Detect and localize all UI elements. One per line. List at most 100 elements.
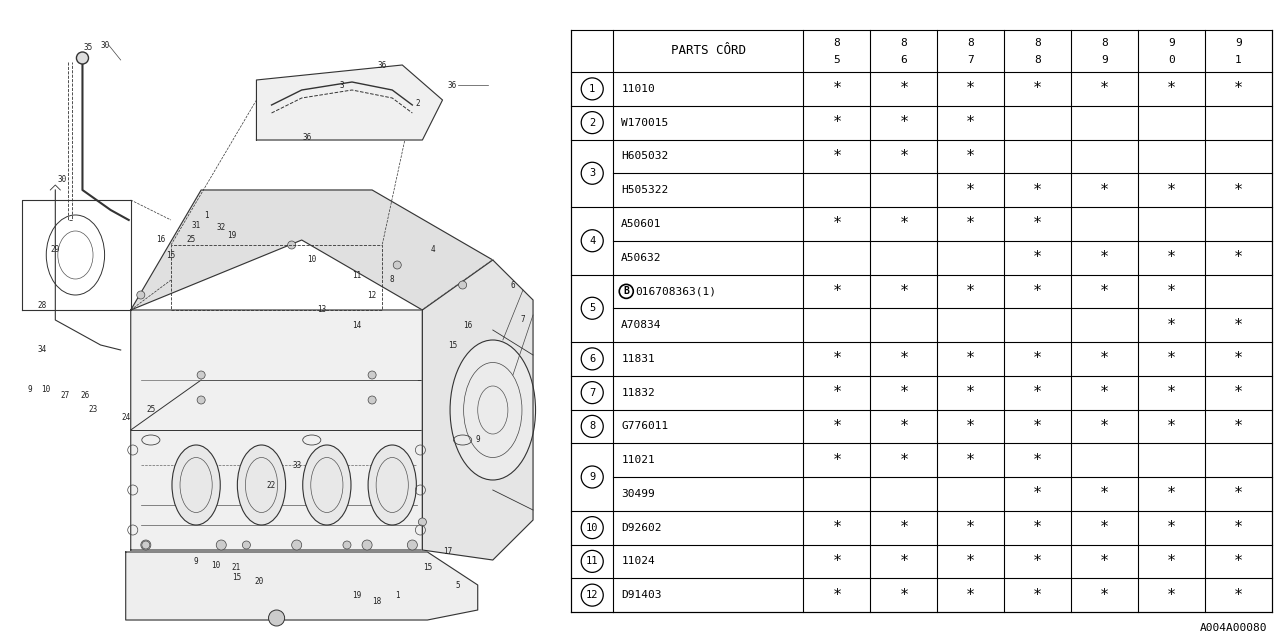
- Text: 4: 4: [430, 246, 435, 255]
- Text: *: *: [832, 554, 841, 569]
- Text: *: *: [1167, 588, 1176, 603]
- Ellipse shape: [172, 445, 220, 525]
- Circle shape: [419, 518, 426, 526]
- Text: 17: 17: [443, 547, 452, 557]
- Text: 8: 8: [390, 275, 394, 285]
- Text: 8: 8: [833, 38, 840, 49]
- Text: 31: 31: [192, 221, 201, 230]
- Circle shape: [343, 541, 351, 549]
- Text: 12: 12: [586, 590, 599, 600]
- Text: *: *: [1033, 216, 1042, 232]
- Circle shape: [369, 396, 376, 404]
- Text: *: *: [966, 419, 975, 434]
- Text: *: *: [1234, 182, 1243, 198]
- Ellipse shape: [237, 445, 285, 525]
- Text: 16: 16: [463, 321, 472, 330]
- Text: 8: 8: [901, 38, 908, 49]
- Text: *: *: [900, 520, 909, 535]
- Text: *: *: [1167, 284, 1176, 299]
- Text: *: *: [1167, 250, 1176, 265]
- Text: *: *: [1033, 284, 1042, 299]
- Text: *: *: [1100, 520, 1110, 535]
- Text: D91403: D91403: [621, 590, 662, 600]
- Text: *: *: [1033, 419, 1042, 434]
- Text: *: *: [1033, 250, 1042, 265]
- Text: 1: 1: [1235, 55, 1242, 65]
- Polygon shape: [131, 260, 493, 550]
- Circle shape: [197, 396, 205, 404]
- Circle shape: [137, 291, 145, 299]
- Text: 29: 29: [51, 246, 60, 255]
- Text: 8: 8: [1034, 38, 1041, 49]
- Text: 11021: 11021: [621, 455, 655, 465]
- Text: *: *: [1100, 486, 1110, 501]
- Text: *: *: [900, 284, 909, 299]
- Text: *: *: [1033, 452, 1042, 468]
- Text: *: *: [1167, 486, 1176, 501]
- Text: 5: 5: [456, 580, 460, 589]
- Text: *: *: [966, 520, 975, 535]
- Text: 26: 26: [81, 390, 90, 399]
- Text: *: *: [900, 452, 909, 468]
- Circle shape: [288, 241, 296, 249]
- Text: 25: 25: [146, 406, 155, 415]
- Ellipse shape: [303, 445, 351, 525]
- Polygon shape: [131, 190, 493, 310]
- Text: 15: 15: [232, 573, 241, 582]
- Circle shape: [269, 610, 284, 626]
- Text: *: *: [900, 385, 909, 400]
- Text: D92602: D92602: [621, 523, 662, 532]
- Text: 7: 7: [968, 55, 974, 65]
- Text: 18: 18: [372, 598, 381, 607]
- Text: 7: 7: [589, 388, 595, 397]
- Text: *: *: [1033, 588, 1042, 603]
- Text: 20: 20: [255, 577, 264, 586]
- Text: 16: 16: [156, 236, 165, 244]
- Text: *: *: [966, 554, 975, 569]
- Text: 15: 15: [448, 340, 457, 349]
- Text: 8: 8: [1101, 38, 1108, 49]
- Polygon shape: [125, 552, 477, 620]
- Text: 11: 11: [352, 271, 362, 280]
- Text: 6: 6: [511, 280, 516, 289]
- Text: *: *: [832, 351, 841, 366]
- Text: *: *: [1167, 520, 1176, 535]
- Text: 25: 25: [187, 236, 196, 244]
- Circle shape: [362, 540, 372, 550]
- Text: *: *: [900, 115, 909, 130]
- Text: A70834: A70834: [621, 320, 662, 330]
- Text: 36: 36: [448, 81, 457, 90]
- Text: *: *: [1100, 182, 1110, 198]
- Text: *: *: [966, 452, 975, 468]
- Text: *: *: [832, 385, 841, 400]
- Text: 9: 9: [589, 472, 595, 482]
- Text: *: *: [1100, 385, 1110, 400]
- Text: *: *: [1033, 182, 1042, 198]
- Ellipse shape: [451, 340, 535, 480]
- Text: *: *: [900, 216, 909, 232]
- Text: 7: 7: [521, 316, 525, 324]
- Text: 32: 32: [216, 223, 225, 232]
- Circle shape: [369, 371, 376, 379]
- Circle shape: [142, 541, 150, 549]
- Text: H505322: H505322: [621, 185, 668, 195]
- Text: *: *: [832, 81, 841, 97]
- Text: *: *: [966, 149, 975, 164]
- Text: *: *: [1234, 554, 1243, 569]
- Text: *: *: [1033, 81, 1042, 97]
- Text: *: *: [1033, 520, 1042, 535]
- Text: *: *: [966, 81, 975, 97]
- Text: *: *: [832, 149, 841, 164]
- Text: *: *: [1033, 351, 1042, 366]
- Text: 30499: 30499: [621, 489, 655, 499]
- Circle shape: [141, 540, 151, 550]
- Text: *: *: [832, 588, 841, 603]
- Text: *: *: [832, 284, 841, 299]
- Polygon shape: [256, 65, 443, 140]
- Circle shape: [393, 261, 402, 269]
- Text: 36: 36: [302, 134, 311, 143]
- Circle shape: [197, 371, 205, 379]
- Text: 11831: 11831: [621, 354, 655, 364]
- Text: 33: 33: [292, 461, 301, 470]
- Text: *: *: [1100, 284, 1110, 299]
